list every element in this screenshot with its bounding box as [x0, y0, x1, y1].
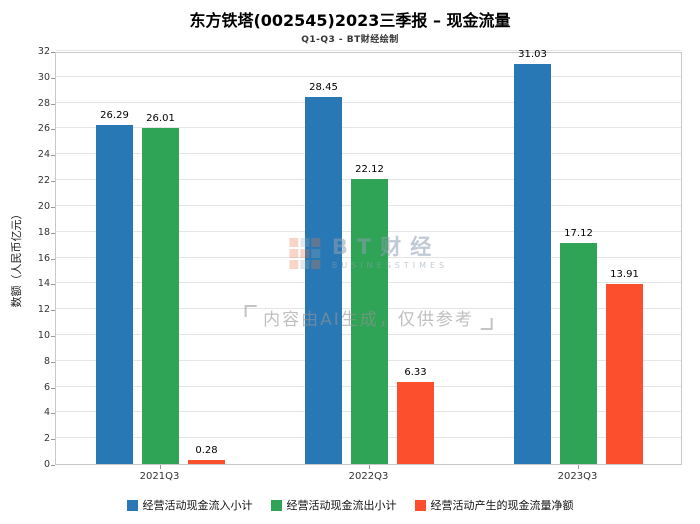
bar-2023Q3-series-2: 13.91	[606, 269, 643, 464]
legend-label: 经营活动产生的现金流量净额	[430, 499, 574, 512]
bar-2022Q3-series-0: 28.45	[305, 82, 342, 464]
y-tick-label: 6	[43, 381, 50, 393]
y-tick-label: 14	[37, 278, 50, 290]
bar-2021Q3-series-2: 0.28	[188, 445, 225, 464]
bar-2023Q3-series-1: 17.12	[560, 228, 597, 464]
y-tick-label: 24	[37, 149, 50, 161]
legend: 经营活动现金流入小计 经营活动现金流出小计 经营活动产生的现金流量净额	[0, 497, 700, 513]
bar-value-label: 26.29	[100, 109, 129, 121]
chart-subtitle: Q1-Q3 - BT财经绘制	[301, 35, 399, 45]
y-tick-label: 4	[43, 407, 50, 419]
bar-value-label: 17.12	[564, 228, 593, 240]
gridline	[56, 153, 681, 155]
bar-2022Q3-series-2: 6.33	[397, 367, 434, 464]
y-tick-mark	[51, 232, 55, 234]
y-tick-label: 8	[43, 355, 50, 367]
gridline	[56, 101, 681, 103]
gridline	[56, 127, 681, 129]
y-tick-label: 30	[37, 71, 50, 83]
y-tick-label: 28	[37, 97, 50, 109]
y-tick-label: 12	[37, 304, 50, 316]
y-tick-mark	[51, 52, 55, 53]
y-tick-label: 10	[37, 329, 50, 341]
y-tick-label: 20	[37, 200, 50, 212]
y-tick-mark	[51, 155, 55, 157]
bar-2021Q3-series-0: 26.29	[96, 110, 133, 464]
y-tick-label: 16	[37, 252, 50, 264]
y-tick-label: 32	[37, 46, 50, 57]
watermark-corner-icon	[480, 318, 493, 330]
legend-swatch	[270, 499, 282, 511]
y-tick-label: 22	[37, 175, 50, 187]
bar-value-label: 13.91	[610, 269, 639, 281]
legend-swatch	[414, 499, 426, 511]
y-tick-mark	[51, 335, 55, 337]
y-tick-mark	[51, 284, 55, 286]
bar-group-2022Q3: 28.45 22.12 6.33	[305, 53, 434, 464]
y-tick-mark	[51, 129, 55, 131]
watermark-corner-icon	[244, 305, 257, 317]
x-tick-mark	[577, 465, 579, 469]
y-tick-label: 2	[43, 433, 50, 445]
bar-group-2023Q3: 31.03 17.12 13.91	[514, 49, 643, 464]
y-tick-mark	[51, 465, 55, 466]
y-tick-mark	[51, 258, 55, 260]
y-tick-mark	[51, 103, 55, 105]
chart-title: 东方铁塔(002545)2023三季报 – 现金流量	[189, 11, 511, 30]
gridline	[56, 50, 681, 51]
bar-value-label: 31.03	[518, 48, 547, 60]
bar-value-label: 26.01	[146, 113, 175, 125]
bar-2022Q3-series-1: 22.12	[351, 164, 388, 464]
y-tick-mark	[51, 181, 55, 183]
x-tick-mark	[159, 465, 161, 469]
y-tick-mark	[51, 413, 55, 415]
bar-value-label: 22.12	[355, 163, 384, 175]
x-tick-label: 2023Q3	[557, 471, 598, 482]
legend-item-2: 经营活动产生的现金流量净额	[414, 497, 574, 513]
legend-item-0: 经营活动现金流入小计	[126, 497, 253, 513]
legend-item-1: 经营活动现金流出小计	[270, 497, 397, 513]
y-tick-mark	[51, 77, 55, 79]
y-tick-label: 26	[37, 123, 50, 135]
bar-value-label: 6.33	[404, 367, 427, 379]
bar-value-label: 28.45	[309, 81, 338, 93]
bar-value-label: 0.28	[195, 445, 218, 457]
bar-group-2021Q3: 26.29 26.01 0.28	[96, 53, 225, 464]
legend-label: 经营活动现金流入小计	[142, 499, 253, 512]
x-tick-label: 2021Q3	[139, 471, 180, 482]
y-tick-label: 0	[43, 459, 50, 470]
y-tick-mark	[51, 387, 55, 389]
legend-swatch	[126, 499, 138, 511]
x-tick-label: 2022Q3	[348, 471, 389, 482]
bar-2023Q3-series-0: 31.03	[514, 49, 551, 464]
x-tick-mark	[368, 465, 370, 469]
y-tick-mark	[51, 361, 55, 363]
legend-label: 经营活动现金流出小计	[286, 499, 397, 512]
plot-area: BT财经 BUSINESSTIMES 内容由AI生成，仅供参考 26.29 26.…	[55, 49, 682, 465]
y-tick-mark	[51, 310, 55, 312]
bar-2021Q3-series-1: 26.01	[142, 113, 179, 464]
gridline	[56, 75, 681, 77]
y-tick-mark	[51, 206, 55, 208]
y-tick-mark	[51, 439, 55, 441]
y-tick-label: 18	[37, 226, 50, 238]
